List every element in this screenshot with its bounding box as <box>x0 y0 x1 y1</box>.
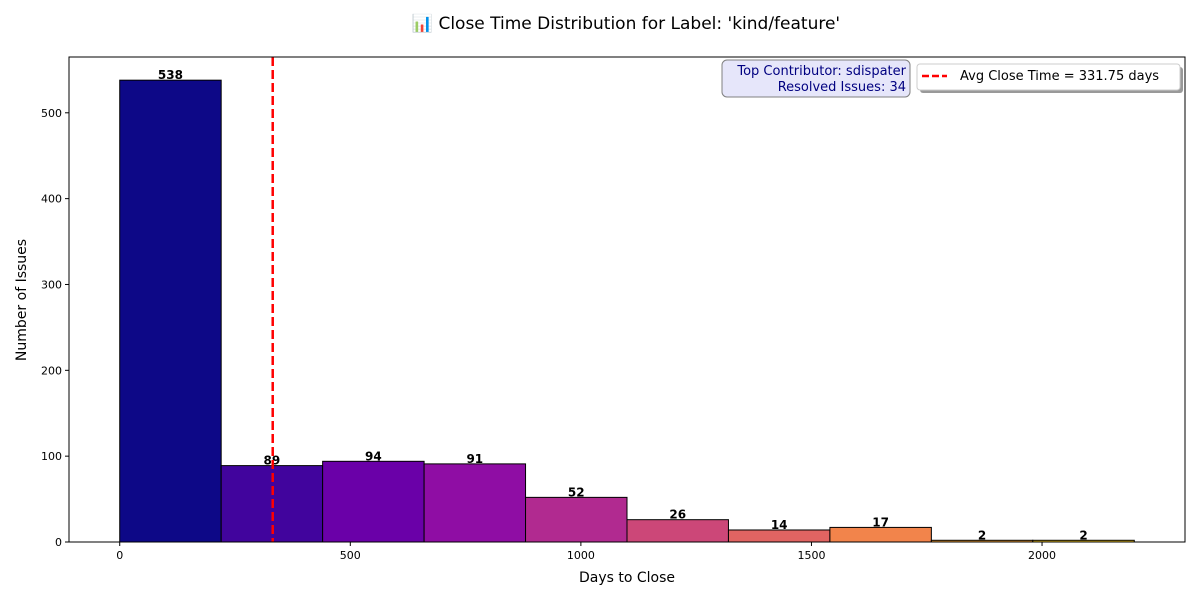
x-tick-label: 0 <box>116 549 123 562</box>
plot-border <box>68 56 1186 543</box>
histogram-bar <box>423 463 527 543</box>
plot-frame <box>69 57 1185 542</box>
x-axis-ticks: 0 500 1000 1500 2000 <box>116 542 1056 562</box>
bar-value-label: 2 <box>978 528 986 542</box>
y-axis-label: Number of Issues <box>14 239 30 361</box>
annotation-box <box>721 59 911 98</box>
y-tick-label: 200 <box>41 364 62 377</box>
y-tick-label: 400 <box>41 193 62 206</box>
histogram-bar <box>626 519 729 543</box>
x-axis-label: Days to Close <box>579 570 675 586</box>
y-tick-label: 0 <box>55 536 62 549</box>
bar-value-label: 91 <box>466 452 483 466</box>
legend-box <box>916 63 1181 91</box>
bar-value-label: 2 <box>1079 528 1087 542</box>
histogram-bar <box>829 526 932 543</box>
histogram-bar <box>525 496 628 543</box>
bar-value-label: 538 <box>158 68 183 82</box>
histogram-bar <box>119 79 222 543</box>
x-tick-label: 500 <box>340 549 361 562</box>
y-tick-label: 500 <box>41 107 62 120</box>
x-tick-label: 2000 <box>1028 549 1056 562</box>
plot-area: 5388994915226141722 <box>68 56 1186 543</box>
y-tick-label: 100 <box>41 450 62 463</box>
legend-label: Avg Close Time = 331.75 days <box>960 69 1159 84</box>
bar-value-label: 14 <box>771 518 788 532</box>
bar-value-label: 26 <box>669 508 686 522</box>
annotation-line-2: Resolved Issues: 34 <box>778 80 906 95</box>
contributor-annotation: Top Contributor: sdispater Resolved Issu… <box>721 59 911 98</box>
x-tick-label: 1000 <box>567 549 595 562</box>
bar-value-label: 94 <box>365 449 382 463</box>
chart-title: 📊 Close Time Distribution for Label: 'ki… <box>412 13 840 34</box>
bars <box>119 79 1135 543</box>
bar-value-label: 17 <box>872 515 889 529</box>
y-tick-label: 300 <box>41 278 62 291</box>
legend: Avg Close Time = 331.75 days <box>916 63 1183 93</box>
annotation-line-1: Top Contributor: sdispater <box>736 64 906 79</box>
y-axis-ticks: 0 100 200 300 400 500 <box>41 107 69 549</box>
histogram-bar <box>322 460 425 543</box>
bar-value-label: 52 <box>568 485 585 499</box>
x-tick-label: 1500 <box>797 549 825 562</box>
